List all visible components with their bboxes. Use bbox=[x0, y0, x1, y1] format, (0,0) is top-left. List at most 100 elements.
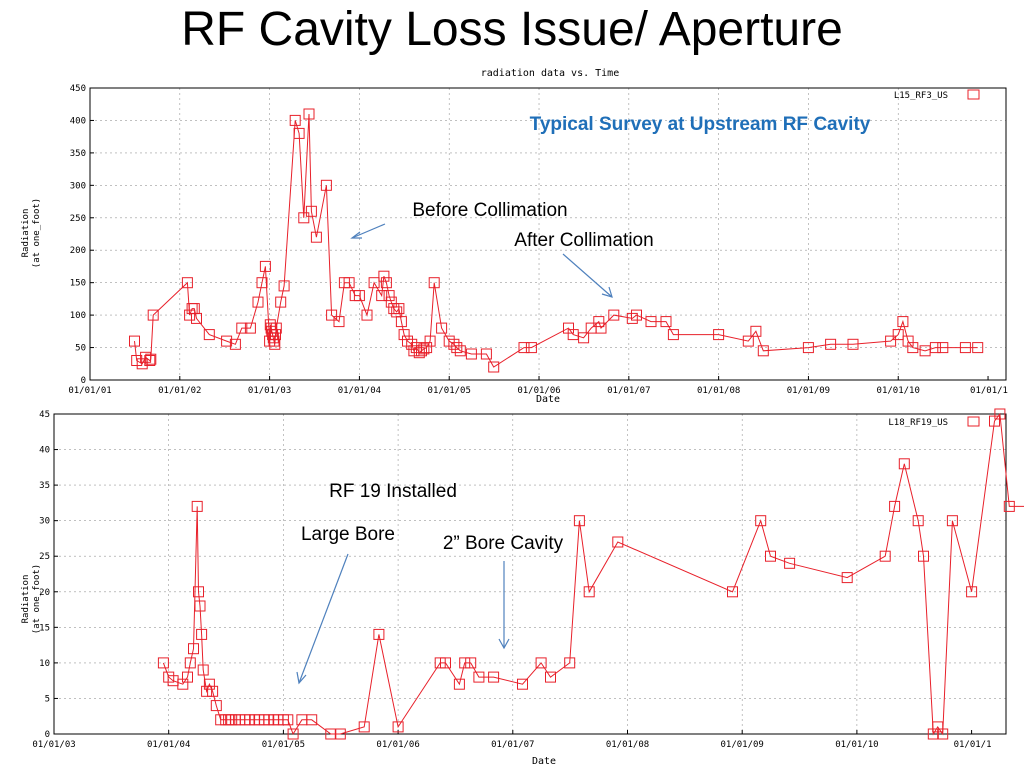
data-point bbox=[197, 664, 209, 676]
top-plot-frame bbox=[89, 87, 1007, 381]
data-point bbox=[440, 657, 451, 669]
data-point bbox=[210, 700, 222, 712]
data-point bbox=[626, 312, 638, 324]
y-tick-label: 300 bbox=[70, 181, 86, 191]
bore-cavity-arrow bbox=[498, 561, 510, 650]
data-point bbox=[278, 280, 290, 292]
data-point bbox=[203, 678, 215, 690]
x-tick-label: 01/01/05 bbox=[428, 386, 471, 396]
large-bore-label: Large Bore bbox=[301, 524, 395, 545]
x-tick-label: 01/01/02 bbox=[158, 386, 201, 396]
data-point bbox=[802, 342, 814, 354]
y-tick-label: 350 bbox=[70, 149, 86, 159]
top-y-axis-label-line2: (at one_foot) bbox=[32, 198, 42, 268]
x-tick-label: 01/01/03 bbox=[32, 740, 75, 750]
data-point bbox=[298, 212, 310, 224]
data-point bbox=[465, 657, 477, 669]
bottom-x-axis-label: Date bbox=[532, 756, 556, 767]
data-point bbox=[841, 572, 853, 584]
data-point bbox=[380, 277, 392, 289]
data-point bbox=[236, 322, 248, 334]
top-series-l15-rf3-us bbox=[129, 108, 984, 373]
data-point bbox=[145, 353, 157, 365]
data-point bbox=[428, 277, 440, 289]
data-point bbox=[229, 338, 241, 350]
data-point bbox=[343, 277, 355, 289]
x-tick-label: 01/01/04 bbox=[147, 740, 190, 750]
data-point bbox=[892, 329, 904, 341]
data-point bbox=[395, 316, 407, 328]
data-point bbox=[937, 342, 949, 354]
data-point bbox=[368, 277, 380, 289]
x-tick-label: 01/01/01 bbox=[68, 386, 111, 396]
data-point bbox=[564, 657, 576, 669]
after-collimation-label: After Collimation bbox=[514, 230, 653, 251]
data-point bbox=[631, 309, 642, 321]
data-point bbox=[402, 335, 413, 347]
data-point bbox=[518, 342, 530, 354]
data-point bbox=[742, 335, 754, 347]
data-point bbox=[221, 335, 233, 347]
y-tick-label: 25 bbox=[39, 552, 50, 562]
x-tick-label: 01/01/1 bbox=[970, 386, 1008, 396]
y-tick-label: 35 bbox=[39, 481, 50, 491]
data-point bbox=[825, 338, 837, 350]
data-point bbox=[535, 657, 547, 669]
x-tick-label: 01/01/10 bbox=[877, 386, 920, 396]
data-point bbox=[326, 309, 338, 321]
x-tick-label: 01/01/1 bbox=[954, 740, 992, 750]
y-tick-label: 45 bbox=[39, 410, 50, 420]
data-point bbox=[424, 335, 436, 347]
data-point bbox=[259, 260, 271, 272]
data-point bbox=[573, 515, 585, 527]
data-point bbox=[608, 309, 620, 321]
data-point bbox=[929, 342, 941, 354]
data-point bbox=[306, 714, 318, 726]
data-point bbox=[193, 586, 204, 598]
data-point bbox=[448, 338, 460, 350]
data-point bbox=[937, 728, 949, 740]
data-point bbox=[353, 290, 365, 302]
y-tick-label: 150 bbox=[70, 279, 86, 289]
top-chart-grid bbox=[90, 88, 1006, 380]
y-tick-label: 10 bbox=[39, 659, 50, 669]
data-point bbox=[966, 586, 978, 598]
y-tick-label: 5 bbox=[45, 694, 50, 704]
x-tick-label: 01/01/06 bbox=[517, 386, 560, 396]
data-point bbox=[378, 270, 390, 282]
data-point bbox=[421, 342, 433, 354]
data-point bbox=[879, 550, 891, 562]
data-point bbox=[994, 408, 1006, 420]
data-point bbox=[201, 685, 213, 697]
data-point bbox=[784, 557, 796, 569]
data-point bbox=[454, 345, 466, 357]
top-y-axis-label-line1: Radiation bbox=[21, 209, 31, 258]
data-point bbox=[517, 678, 528, 690]
y-tick-label: 0 bbox=[81, 376, 86, 386]
data-point bbox=[191, 500, 203, 512]
before-collimation-arrow bbox=[350, 223, 386, 239]
data-point bbox=[593, 316, 605, 328]
data-point bbox=[157, 657, 169, 669]
data-point bbox=[320, 179, 332, 191]
data-point bbox=[946, 515, 958, 527]
data-point bbox=[207, 685, 219, 697]
y-tick-label: 15 bbox=[39, 623, 50, 633]
top-x-axis-label: Date bbox=[536, 394, 560, 404]
y-tick-label: 250 bbox=[70, 214, 86, 224]
top-y-axis-label: Radiation (at one_foot) bbox=[21, 198, 42, 268]
top-x-axis: 01/01/01 01/01/02 01/01/03 01/01/04 01/01/05… bbox=[68, 376, 1008, 396]
data-point bbox=[383, 290, 395, 302]
data-point bbox=[376, 290, 388, 302]
data-point bbox=[144, 355, 156, 366]
data-point bbox=[358, 721, 370, 733]
data-point bbox=[545, 671, 556, 683]
data-point bbox=[959, 342, 971, 354]
data-point bbox=[459, 657, 471, 669]
x-tick-label: 01/01/09 bbox=[721, 740, 764, 750]
data-point bbox=[361, 309, 373, 321]
data-point bbox=[612, 536, 624, 548]
data-point bbox=[907, 342, 919, 354]
data-point bbox=[244, 322, 256, 334]
